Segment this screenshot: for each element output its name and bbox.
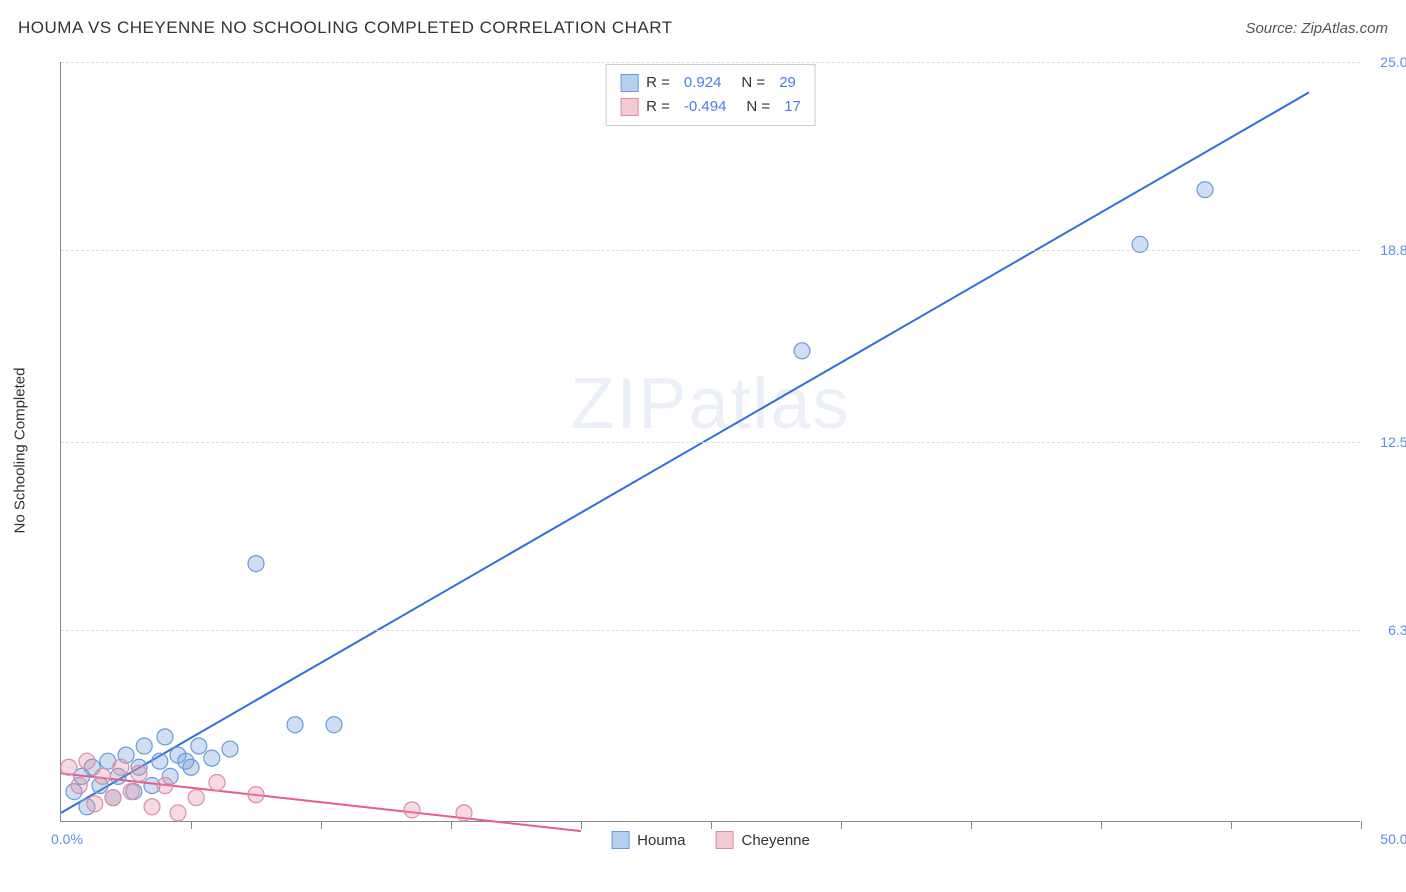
xtick — [1231, 821, 1232, 829]
x-origin-label: 0.0% — [51, 831, 83, 847]
xtick — [191, 821, 192, 829]
xtick — [971, 821, 972, 829]
legend-label-cheyenne: Cheyenne — [741, 832, 809, 849]
legend-item-houma: Houma — [611, 831, 685, 849]
xtick — [451, 821, 452, 829]
chart-title: HOUMA VS CHEYENNE NO SCHOOLING COMPLETED… — [18, 18, 673, 38]
plot-region: ZIPatlas R = 0.924 N = 29 R = -0.494 N =… — [60, 62, 1360, 822]
gridline — [61, 630, 1360, 631]
xtick — [1101, 821, 1102, 829]
legend-label-houma: Houma — [637, 832, 685, 849]
xtick — [711, 821, 712, 829]
y-axis-label: No Schooling Completed — [12, 368, 29, 534]
xtick — [581, 821, 582, 829]
ytick-label: 6.3% — [1388, 622, 1406, 638]
ytick-label: 12.5% — [1380, 434, 1406, 450]
series-legend: Houma Cheyenne — [611, 831, 810, 849]
chart-header: HOUMA VS CHEYENNE NO SCHOOLING COMPLETED… — [18, 18, 1388, 38]
xtick — [1361, 821, 1362, 829]
xtick — [321, 821, 322, 829]
chart-area: No Schooling Completed ZIPatlas R = 0.92… — [50, 52, 1390, 832]
swatch-houma-icon — [611, 831, 629, 849]
gridline — [61, 442, 1360, 443]
gridline — [61, 62, 1360, 63]
gridline — [61, 250, 1360, 251]
ytick-label: 18.8% — [1380, 242, 1406, 258]
source-label: Source: ZipAtlas.com — [1245, 20, 1388, 37]
swatch-cheyenne-icon — [715, 831, 733, 849]
x-max-label: 50.0% — [1380, 831, 1406, 847]
xtick — [841, 821, 842, 829]
legend-item-cheyenne: Cheyenne — [715, 831, 809, 849]
ytick-label: 25.0% — [1380, 54, 1406, 70]
